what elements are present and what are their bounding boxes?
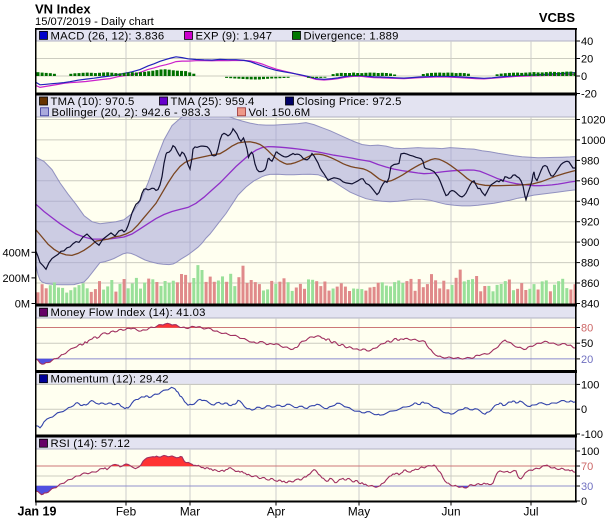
svg-text:100: 100 [581,446,599,458]
svg-text:TMA (25): 959.4: TMA (25): 959.4 [171,96,255,108]
svg-text:15/07/2019 - Daily chart: 15/07/2019 - Daily chart [35,16,155,28]
svg-text:MACD (26, 12): 3.836: MACD (26, 12): 3.836 [51,30,165,42]
svg-text:Money Flow Index (14): 41.03: Money Flow Index (14): 41.03 [51,307,206,319]
svg-text:0M: 0M [15,299,30,311]
svg-text:960: 960 [581,176,599,188]
svg-text:20: 20 [581,354,593,366]
svg-text:840: 840 [581,299,599,311]
svg-text:-20: -20 [581,89,597,101]
svg-text:1020: 1020 [581,115,605,127]
svg-text:30: 30 [581,481,593,493]
svg-text:50: 50 [581,338,593,350]
svg-text:EXP (9): 1.947: EXP (9): 1.947 [196,30,273,42]
svg-text:Apr: Apr [267,505,285,519]
svg-text:VN Index: VN Index [35,2,91,17]
svg-text:Jan 19: Jan 19 [18,505,57,519]
svg-text:VCBS: VCBS [539,10,575,25]
svg-text:-100: -100 [581,429,603,441]
svg-text:Jul: Jul [523,505,538,519]
svg-text:Bollinger (20, 2): 942.6 - 983: Bollinger (20, 2): 942.6 - 983.3 [52,107,211,119]
svg-text:400M: 400M [2,247,30,259]
svg-text:900: 900 [581,237,599,249]
svg-text:Feb: Feb [116,505,137,519]
svg-text:920: 920 [581,217,599,229]
svg-text:Mar: Mar [180,505,200,519]
svg-text:Vol: 150.6M: Vol: 150.6M [249,107,311,119]
svg-text:200M: 200M [2,273,30,285]
svg-text:0: 0 [581,496,587,508]
svg-text:0: 0 [581,71,587,83]
svg-text:May: May [348,505,370,519]
svg-text:1000: 1000 [581,135,605,147]
svg-text:Closing Price: 972.5: Closing Price: 972.5 [297,96,402,108]
svg-text:40: 40 [581,36,593,48]
svg-text:Momentum (12): 29.42: Momentum (12): 29.42 [51,374,169,386]
svg-text:RSI (14): 57.12: RSI (14): 57.12 [51,438,131,450]
svg-text:940: 940 [581,196,599,208]
svg-text:Jun: Jun [441,505,460,519]
svg-text:880: 880 [581,258,599,270]
svg-text:980: 980 [581,155,599,167]
svg-text:70: 70 [581,461,593,473]
svg-text:80: 80 [581,323,593,335]
svg-text:TMA (10): 970.5: TMA (10): 970.5 [51,96,135,108]
svg-text:20: 20 [581,54,593,66]
svg-text:100: 100 [581,379,599,391]
svg-text:Divergence: 1.889: Divergence: 1.889 [304,30,399,42]
svg-text:0: 0 [581,404,587,416]
svg-text:860: 860 [581,278,599,290]
